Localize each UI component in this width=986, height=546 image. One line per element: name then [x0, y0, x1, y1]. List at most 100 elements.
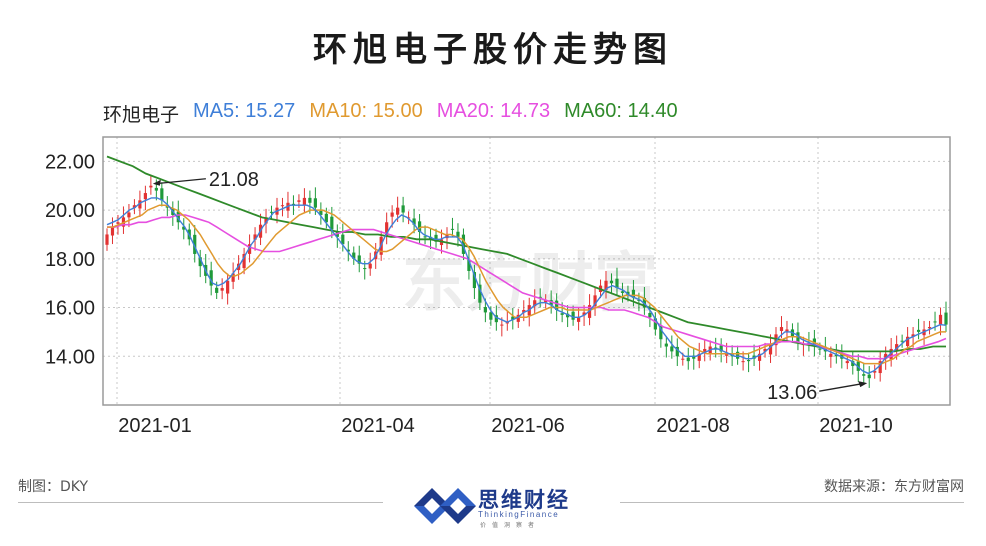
candle-body [138, 200, 142, 209]
candle-body [944, 312, 948, 325]
ticks-layer: 22.00 20.00 18.00 16.00 14.00 2021-01 2021-04 2… [45, 151, 893, 437]
candle-body [604, 280, 608, 290]
legend-ma60: MA60: 14.40 [564, 100, 678, 122]
candle-body [396, 207, 400, 215]
candle-body [845, 361, 849, 364]
candle-body [198, 257, 202, 267]
candle-body [714, 347, 718, 349]
candle-body [900, 340, 904, 342]
candle-body [670, 346, 674, 352]
candle-body [363, 268, 367, 270]
y-tick-label: 22.00 [45, 151, 95, 173]
candle-body [149, 185, 153, 188]
candle-body [653, 318, 657, 330]
source-text: 数据来源：东方财富网 [824, 479, 964, 495]
candle-body [620, 291, 625, 293]
candle-body [220, 288, 224, 291]
candle-body [609, 280, 614, 284]
candle-body [313, 198, 317, 208]
candle-body [763, 348, 767, 352]
candle-body [631, 289, 636, 298]
candle-body [500, 324, 504, 326]
y-tick-label: 20.00 [45, 200, 95, 222]
candle-body [686, 357, 690, 362]
annotations-layer: 21.08 13.06 [152, 169, 868, 404]
thinkingfinance-logo-icon [414, 488, 476, 524]
candle-body [209, 270, 213, 286]
logo-tagline: 价值洞察者 [480, 522, 541, 529]
candle-body [423, 236, 427, 238]
footer-rule-left [18, 502, 383, 503]
candle-body [417, 221, 422, 233]
candle-body [461, 234, 466, 254]
candle-body [390, 212, 394, 217]
x-tick-label: 2021-10 [819, 415, 892, 437]
candle-body [637, 299, 641, 301]
y-tick-label: 16.00 [45, 298, 95, 320]
x-tick-label: 2021-08 [656, 415, 729, 437]
candle-body [215, 287, 219, 293]
high-arrow-head [152, 179, 161, 186]
low-annotation-label: 13.06 [767, 382, 817, 404]
legend: 环旭电子 MA5: 15.27 MA10: 15.00 MA20: 14.73 … [103, 100, 678, 127]
candle-body [538, 296, 542, 298]
candle-body [472, 272, 477, 289]
candle-body [226, 280, 230, 294]
y-tick-label: 18.00 [45, 249, 95, 271]
candle-body [319, 210, 323, 215]
low-arrow-head [858, 381, 868, 388]
candle-body [401, 205, 405, 213]
candle-body [938, 314, 943, 325]
candle-body [774, 334, 778, 346]
candle-body [434, 234, 438, 242]
candle-body [681, 358, 685, 360]
candle-body [253, 234, 257, 240]
candle-body [642, 297, 646, 308]
candle-body [116, 222, 120, 224]
candle-body [692, 355, 696, 359]
candle-body [615, 278, 619, 289]
chart-title: 环旭电子股价走势图 [313, 30, 673, 70]
credit-text: 制图：DKY [18, 479, 89, 495]
candle-body [247, 244, 252, 254]
candle-body [593, 295, 597, 307]
ma5-line [106, 197, 947, 375]
candle-body [341, 234, 345, 245]
candle-body [736, 351, 740, 359]
candle-body [176, 211, 180, 223]
candle-body [478, 284, 482, 303]
candle-body [582, 312, 586, 316]
candle-body [719, 345, 723, 352]
candle-body [280, 205, 285, 207]
candle-body [489, 312, 493, 320]
candle-body [873, 370, 877, 373]
candle-body [895, 344, 899, 351]
y-tick-label: 14.00 [45, 346, 95, 368]
candle-body [522, 309, 526, 313]
candle-body [725, 353, 729, 356]
candle-body [884, 353, 888, 359]
candle-body [385, 222, 389, 236]
candle-body [703, 348, 707, 352]
candle-body [193, 234, 197, 254]
candle-body [330, 216, 334, 230]
candle-body [297, 200, 301, 202]
candle-body [675, 346, 679, 357]
candle-body [867, 374, 871, 379]
candle-body [659, 326, 663, 340]
plot-frame [102, 136, 951, 406]
candle-body [105, 234, 109, 245]
candle-body [110, 227, 115, 236]
low-arrow-line [819, 382, 866, 392]
candle-body [324, 213, 328, 223]
candle-body [160, 188, 164, 201]
candle-body [269, 211, 274, 213]
candle-body [516, 314, 520, 322]
candle-body [697, 353, 701, 361]
candle-body [768, 344, 773, 355]
candle-body [911, 334, 915, 337]
candle-body [840, 352, 844, 359]
candle-body [450, 228, 455, 230]
candle-body [927, 327, 932, 329]
